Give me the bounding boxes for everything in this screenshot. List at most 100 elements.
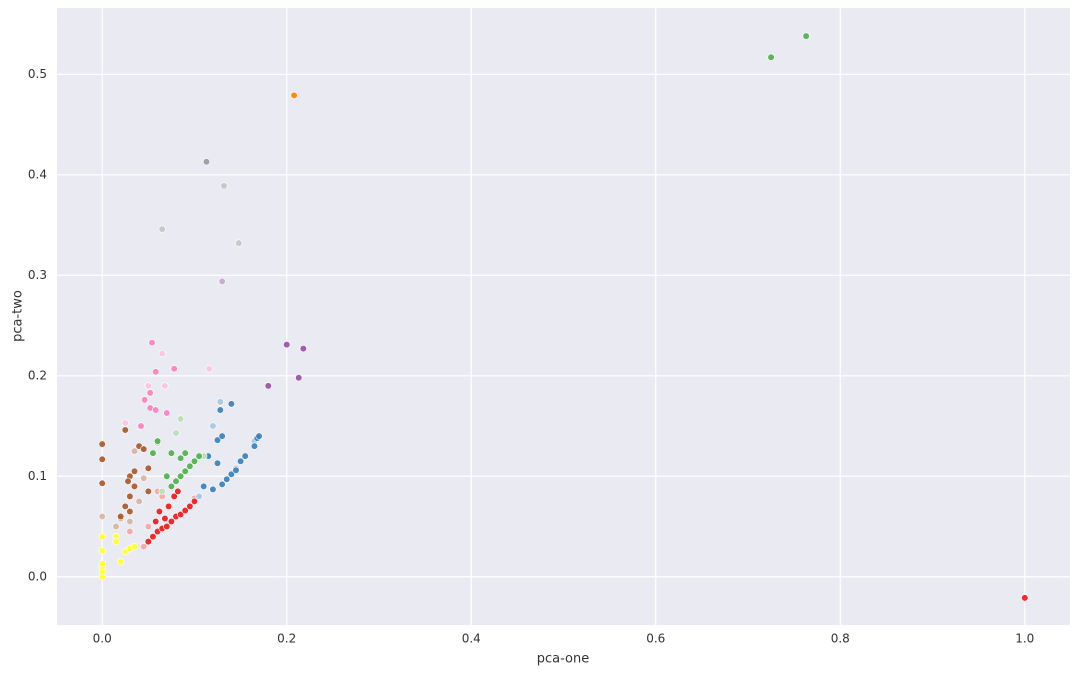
point [209,422,217,430]
point [195,452,203,460]
point [126,517,134,526]
y-tick-label: 0.2 [28,368,47,382]
x-tick-label: 0.0 [93,632,112,646]
point [148,339,156,347]
y-tick-label: 0.4 [28,167,47,181]
point [216,406,224,414]
point [140,543,148,551]
point [152,368,160,376]
point [126,527,134,536]
point [190,457,199,465]
y-tick-label: 0.3 [28,268,47,282]
point [170,492,178,500]
point [220,182,228,190]
point [158,225,166,233]
point [767,53,775,61]
point [227,400,235,408]
point [130,447,139,455]
grid [57,8,1070,625]
point [190,497,199,505]
point [158,350,166,358]
plot-area [57,8,1070,625]
point [200,482,208,490]
point [121,426,129,434]
point [163,409,171,417]
point [165,502,173,511]
point [117,512,125,521]
point [170,365,178,373]
point [163,522,171,531]
point [186,502,194,511]
point [153,437,162,445]
point [161,382,169,390]
point [202,158,211,166]
point [174,487,182,495]
point [172,429,180,437]
point [117,558,125,566]
point [146,389,154,397]
point [235,239,243,247]
point [98,560,106,568]
point [236,457,245,465]
point [126,507,134,516]
point [1021,594,1029,602]
x-tick-label: 0.2 [277,632,296,646]
point [205,365,213,373]
point [181,467,189,475]
point [144,464,152,472]
point [167,517,176,526]
point [112,522,120,531]
point [130,543,139,551]
point [195,492,203,500]
point [98,547,106,555]
point [98,455,106,463]
point [299,345,307,353]
point [140,445,148,453]
point [167,482,176,490]
point [149,449,157,457]
point [149,532,157,541]
points [98,32,1029,602]
point [181,506,189,515]
x-tick-label: 0.4 [462,632,481,646]
point [144,382,152,390]
y-tick-label: 0.0 [28,569,47,583]
point [152,406,160,414]
point [172,477,180,485]
point [177,415,185,423]
x-tick-label: 0.8 [831,632,850,646]
point [177,454,185,462]
point [227,470,235,478]
point [290,91,298,100]
point [98,440,106,448]
point [802,32,810,40]
point [216,398,224,406]
point [181,449,189,457]
point [124,477,132,485]
point [121,419,129,427]
point [218,277,226,285]
point [98,479,106,487]
point [223,475,231,483]
point [255,432,263,440]
point [213,459,222,467]
point [186,462,194,470]
point [283,341,291,349]
point [232,466,240,474]
point [218,432,226,440]
point [152,517,160,526]
point [250,442,259,450]
y-tick-label: 0.1 [28,469,47,483]
point [177,510,185,519]
x-axis-label: pca-one [537,652,590,667]
point [144,487,152,495]
point [167,449,176,457]
point [163,472,171,480]
point [130,467,139,475]
point [144,522,152,531]
point [121,502,129,511]
x-tick-label: 0.6 [646,632,665,646]
point [126,492,134,500]
